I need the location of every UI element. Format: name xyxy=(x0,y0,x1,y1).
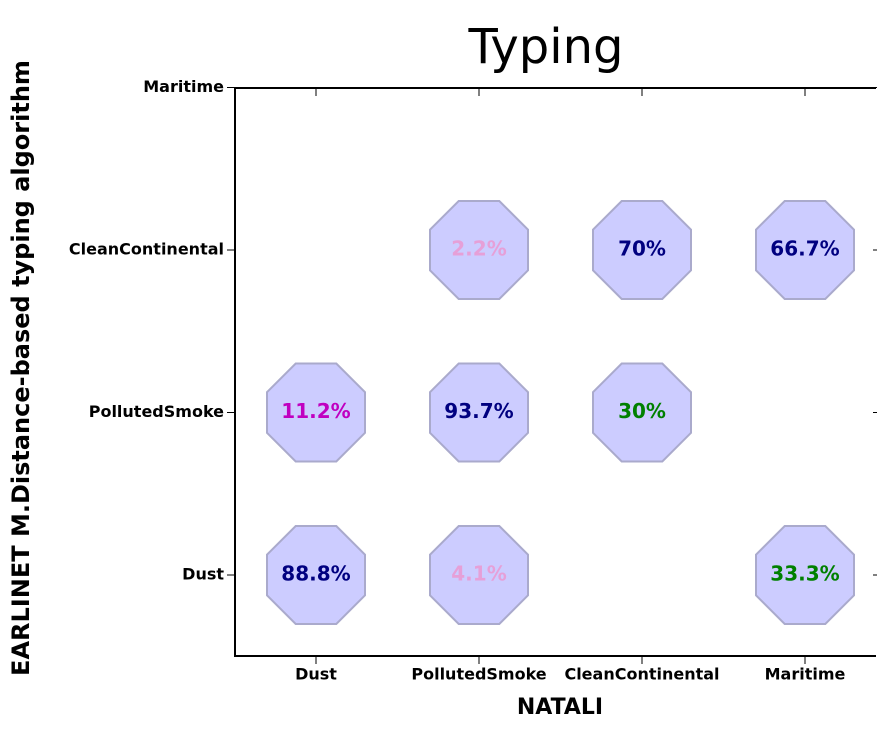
cell-marker xyxy=(592,200,692,300)
x-tick-label: CleanContinental xyxy=(564,665,719,684)
value-label: 88.8% xyxy=(281,562,350,586)
cell-marker xyxy=(429,525,529,625)
cell-marker xyxy=(755,200,855,300)
cell-marker xyxy=(266,362,366,463)
x-tick-label: Maritime xyxy=(765,665,846,684)
value-label: 2.2% xyxy=(451,237,506,261)
chart-title: Typing xyxy=(468,19,624,75)
value-label: 11.2% xyxy=(281,399,350,423)
x-axis-label: NATALI xyxy=(517,695,603,720)
y-axis-label: EARLINET M.Distance-based typing algorit… xyxy=(7,60,35,676)
cell-marker xyxy=(592,362,692,463)
value-label: 93.7% xyxy=(444,399,513,423)
cell-marker xyxy=(266,525,366,625)
value-label: 30% xyxy=(618,399,666,423)
cell-marker xyxy=(755,525,855,625)
x-tick-label: PollutedSmoke xyxy=(411,665,546,684)
cell-marker xyxy=(429,362,529,463)
y-tick-label: Dust xyxy=(182,565,224,584)
value-label: 66.7% xyxy=(770,237,839,261)
value-label: 33.3% xyxy=(770,562,839,586)
value-label: 4.1% xyxy=(451,562,506,586)
value-label: 70% xyxy=(618,237,666,261)
y-tick-label: CleanContinental xyxy=(69,240,224,259)
cell-marker xyxy=(429,200,529,300)
y-tick-label: PollutedSmoke xyxy=(89,402,224,421)
y-tick-label: Maritime xyxy=(143,77,224,96)
x-tick-label: Dust xyxy=(295,665,337,684)
